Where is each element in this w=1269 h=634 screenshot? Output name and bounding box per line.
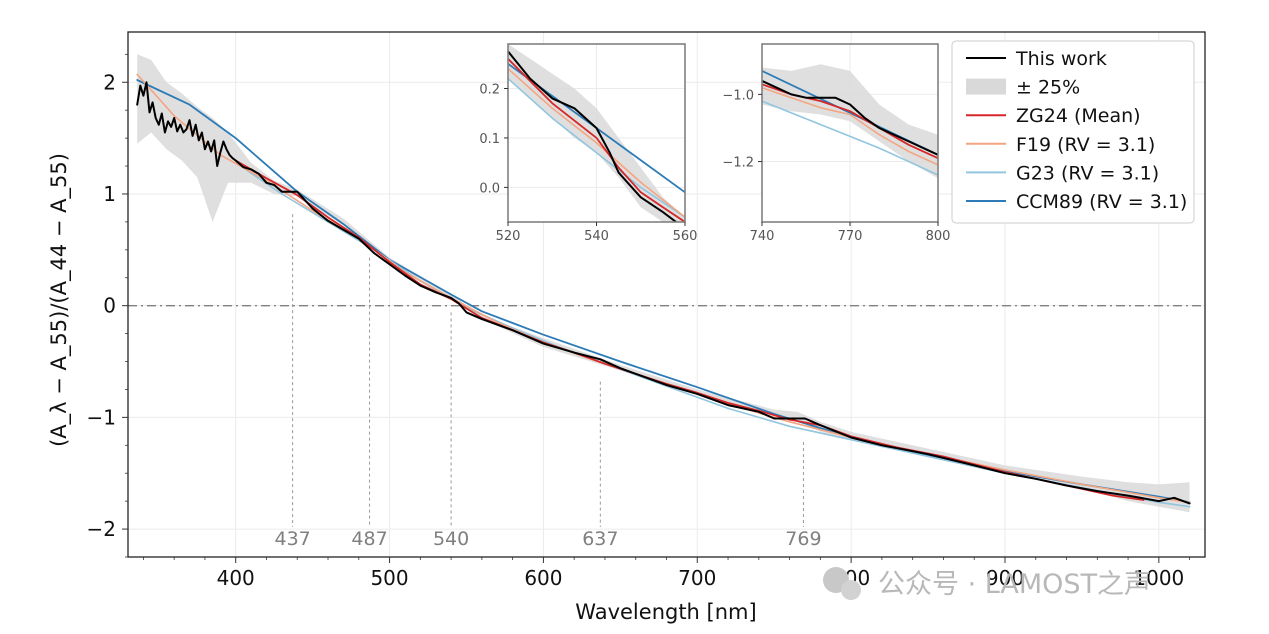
x-tick-label: 540 — [584, 229, 609, 244]
watermark-text: 公众号 · LAMOST之声 — [878, 569, 1151, 600]
y-tick-label: −1.0 — [722, 88, 754, 103]
y-tick-label: −1.2 — [722, 156, 754, 171]
plot-series-group — [128, 54, 1205, 527]
plot-series-group — [762, 64, 938, 179]
feature-label: 769 — [785, 528, 821, 550]
y-tick-label: 1 — [103, 182, 116, 206]
series-line-0 — [136, 81, 1191, 505]
legend-label: CCM89 (RV = 3.1) — [1016, 191, 1187, 213]
x-axis-label: Wavelength [nm] — [575, 600, 756, 624]
x-tick-label: 400 — [217, 566, 255, 590]
y-tick-label: 0.2 — [479, 83, 500, 98]
x-tick-label: 600 — [524, 566, 562, 590]
plot-series-group — [508, 44, 685, 222]
legend-label: ± 25% — [1016, 77, 1080, 99]
y-tick-label: 0 — [103, 294, 116, 318]
series-line-0 — [508, 50, 678, 222]
inset-plot-520-560: 520 540 560 0.2 0.1 0.0 — [479, 43, 698, 244]
feature-label: 637 — [582, 528, 618, 550]
y-tick-label: 0.1 — [479, 132, 500, 147]
x-tick-label: 800 — [926, 229, 951, 244]
feature-label: 540 — [433, 528, 469, 550]
x-tick-label: 1000 — [1133, 566, 1184, 590]
y-tick-label: 2 — [103, 70, 116, 94]
y-axis-label: (A_λ − A_55)/(A_44 − A_55) — [47, 153, 72, 447]
y-tick-label: 0.0 — [479, 181, 500, 196]
y-tick-label: −2 — [87, 517, 116, 541]
series-line-4 — [136, 79, 1191, 504]
legend-label: This work — [1015, 48, 1107, 70]
feature-label: 487 — [351, 528, 387, 550]
inset-plot-740-800: 740 770 800 −1.0 −1.2 — [722, 43, 951, 244]
legend-label: G23 (RV = 3.1) — [1016, 162, 1159, 184]
legend-label: F19 (RV = 3.1) — [1016, 134, 1155, 156]
legend-swatch-patch — [966, 78, 1006, 95]
series-line-2 — [762, 86, 938, 166]
series-line-0 — [762, 79, 938, 156]
x-tick-label: 500 — [370, 566, 408, 590]
legend: This work ± 25% ZG24 (Mean) F19 (RV = 3.1) G… — [951, 40, 1195, 224]
series-line-3 — [762, 100, 938, 176]
wechat-icon-bubble — [841, 580, 861, 600]
x-tick-label: 520 — [496, 229, 521, 244]
x-tick-label: 700 — [678, 566, 716, 590]
legend-box — [951, 40, 1195, 224]
series-line-3 — [508, 77, 685, 218]
watermark: 公众号 · LAMOST之声 — [823, 567, 1151, 600]
x-tick-label: 560 — [673, 229, 698, 244]
series-line-2 — [508, 67, 685, 218]
legend-label: ZG24 (Mean) — [1016, 105, 1141, 127]
x-tick-label: 900 — [986, 566, 1024, 590]
feature-label: 437 — [274, 528, 310, 550]
x-tick-label: 770 — [838, 229, 863, 244]
y-tick-label: −1 — [87, 405, 116, 429]
uncertainty-band-25pct — [508, 44, 685, 222]
x-tick-label: 740 — [750, 229, 775, 244]
series-line-1 — [508, 57, 685, 222]
